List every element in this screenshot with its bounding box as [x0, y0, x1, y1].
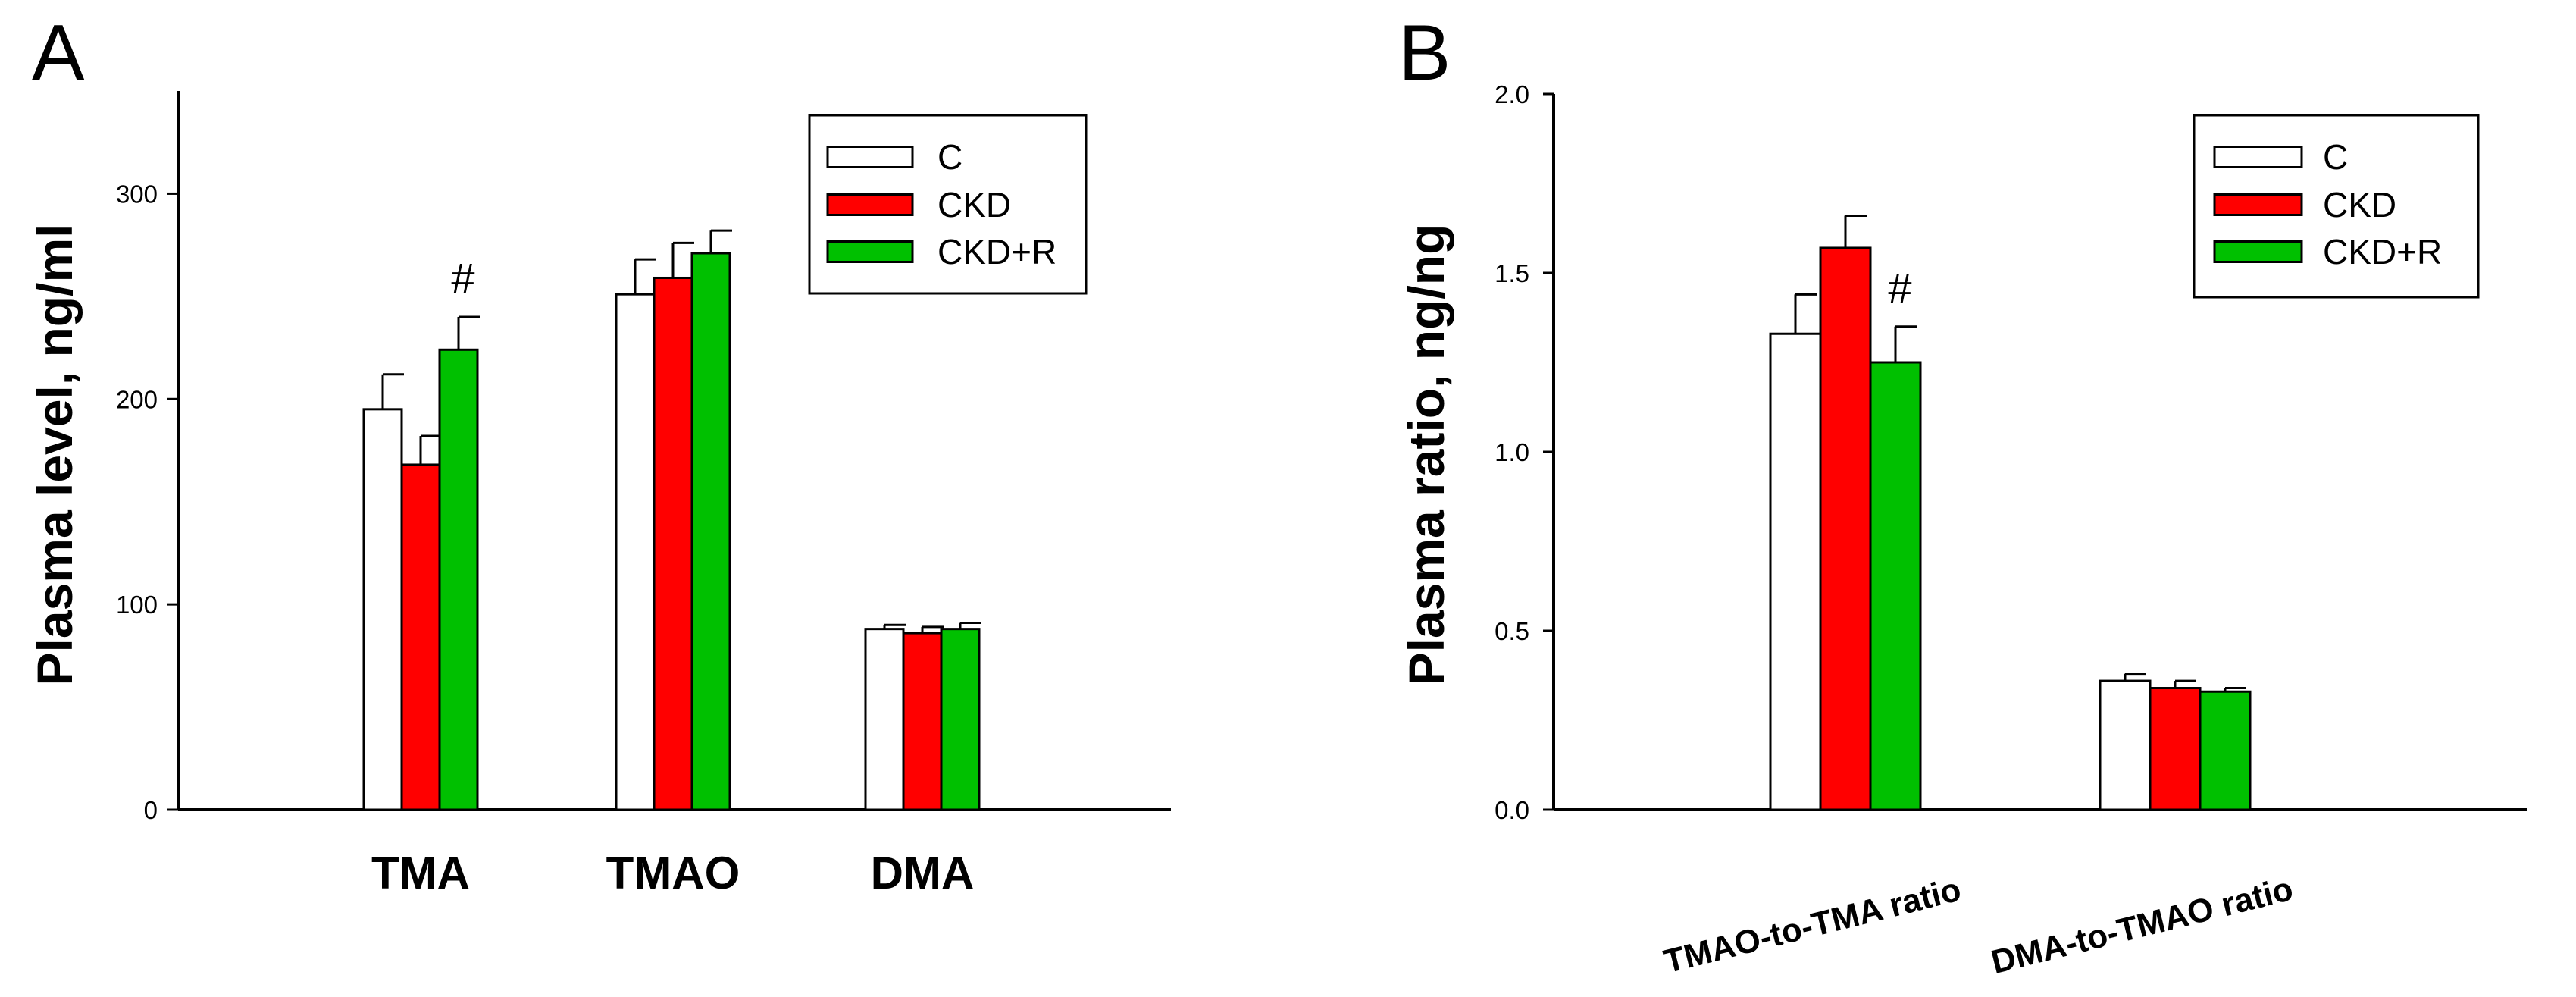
panel-b-legend: C CKD CKD+R	[2193, 114, 2480, 299]
panel-b-bar-ckd-r-0	[1869, 361, 1922, 811]
panel-a-legend: C CKD CKD+R	[808, 114, 1088, 295]
panel-a-bar-c-2	[864, 628, 905, 811]
panel-b-y-tick-label: 1.5	[1495, 259, 1529, 287]
panel-b-bar-ckd-0	[1819, 246, 1872, 811]
panel-a-bar-ckd-0	[400, 463, 441, 811]
panel-a-y-tick-label: 200	[116, 385, 158, 413]
panel-a-category-label: TMA	[371, 848, 470, 898]
panel-a-legend-label: CKD+R	[937, 232, 1056, 271]
panel-b-category-label: TMAO-to-TMA ratio	[1660, 871, 1965, 981]
panel-a-bar-ckd-r-0	[438, 348, 479, 811]
panel-a-ylabel: Plasma level, ng/ml	[27, 224, 83, 686]
panel-b-legend-swatch	[2213, 193, 2303, 216]
panel-b-y-tick-label: 1.0	[1495, 438, 1529, 466]
panel-a-legend-label: C	[937, 137, 962, 177]
panel-a-legend-label: CKD	[937, 185, 1011, 224]
panel-a-bar-c-0	[362, 408, 403, 811]
panel-a-bar-ckd-1	[653, 276, 693, 811]
panel-a-bar-ckd-r-2	[940, 628, 981, 811]
panel-b-bar-ckd-r-1	[2199, 690, 2252, 811]
panel-a-y-tick-label: 300	[116, 180, 158, 208]
panel-a-letter: A	[32, 9, 85, 97]
panel-a-significance-marker: #	[451, 254, 474, 302]
panel-a-category-label: DMA	[871, 848, 975, 898]
panel-a: A Plasma level, ng/ml 0 100 200 300 TMA TMAO DMA…	[27, 9, 1171, 898]
panel-b-legend-label: CKD+R	[2323, 232, 2442, 271]
panel-a-bar-ckd-r-1	[690, 252, 731, 811]
panel-b-y-tick-label: 0.5	[1495, 617, 1529, 645]
panel-b-category-label: DMA-to-TMAO ratio	[1988, 870, 2297, 981]
panel-a-legend-swatch	[826, 240, 914, 263]
panel-b-legend-swatch	[2213, 240, 2303, 263]
panel-b-bar-c-0	[1769, 332, 1822, 811]
panel-a-bar-ckd-2	[902, 632, 943, 811]
panel-b-y-tick-label: 2.0	[1495, 80, 1529, 108]
panel-a-category-label: TMAO	[606, 848, 740, 898]
panel-b-significance-marker: #	[1888, 264, 1911, 312]
panel-b-bar-ckd-1	[2149, 687, 2202, 811]
panel-b-letter: B	[1398, 9, 1451, 97]
panel-a-bar-c-1	[615, 293, 656, 811]
panel-b-ylabel: Plasma ratio, ng/ng	[1398, 224, 1454, 686]
panel-a-legend-swatch	[826, 193, 914, 216]
panel-b-bar-c-1	[2099, 679, 2152, 811]
panel-a-legend-swatch	[826, 146, 914, 168]
panel-b-legend-label: C	[2323, 137, 2348, 177]
panel-a-y-tick-label: 100	[116, 591, 158, 619]
panel-b-y-tick-label: 0.0	[1495, 796, 1529, 824]
panel-b-legend-label: CKD	[2323, 185, 2396, 224]
panel-b-legend-swatch	[2213, 146, 2303, 168]
panel-a-y-tick-label: 0	[144, 796, 158, 824]
panel-b: B Plasma ratio, ng/ng 0.0 0.5 1.0 1.5 2.0 TMAO-…	[1398, 9, 2527, 981]
